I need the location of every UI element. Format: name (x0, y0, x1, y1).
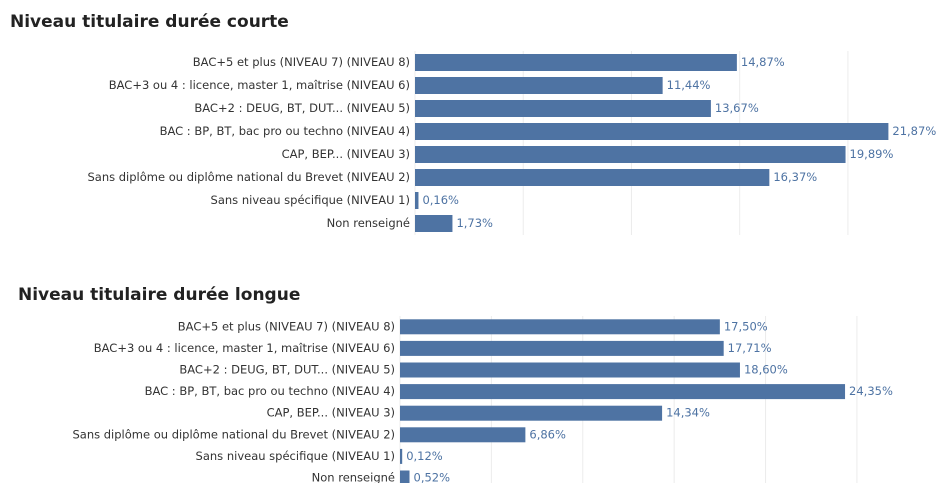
category-label: BAC+5 et plus (NIVEAU 7) (NIVEAU 8) (193, 55, 410, 69)
category-label: Sans niveau spécifique (NIVEAU 1) (196, 449, 395, 463)
value-label: 19,89% (850, 147, 894, 161)
value-label: 17,71% (728, 341, 772, 355)
bar (415, 215, 453, 232)
bar (400, 384, 846, 400)
category-label: BAC+2 : DEUG, BT, DUT... (NIVEAU 5) (194, 101, 410, 115)
bar (415, 54, 737, 71)
bar (400, 405, 663, 421)
bar (400, 448, 403, 464)
value-label: 0,16% (422, 193, 459, 207)
value-label: 1,73% (456, 216, 493, 230)
value-label: 0,52% (414, 471, 451, 483)
bar (400, 319, 720, 335)
bar (400, 340, 724, 356)
category-label: CAP, BEP... (NIVEAU 3) (267, 406, 395, 420)
category-label: BAC+3 ou 4 : licence, master 1, maîtrise… (94, 341, 395, 355)
value-label: 18,60% (744, 363, 788, 377)
bar (415, 146, 846, 163)
category-label: Sans diplôme ou diplôme national du Brev… (87, 170, 410, 184)
value-label: 13,67% (715, 101, 759, 115)
category-label: BAC : BP, BT, bac pro ou techno (NIVEAU … (145, 384, 395, 398)
value-label: 0,12% (406, 449, 443, 463)
bar (415, 100, 711, 117)
bar (400, 470, 410, 483)
value-label: 11,44% (667, 78, 711, 92)
value-label: 14,87% (741, 55, 785, 69)
chart-title: Niveau titulaire durée courte (10, 12, 289, 32)
bar (415, 77, 663, 94)
value-label: 21,87% (892, 124, 936, 138)
value-label: 16,37% (773, 170, 817, 184)
category-label: BAC+5 et plus (NIVEAU 7) (NIVEAU 8) (178, 319, 395, 333)
bar (415, 169, 770, 186)
category-label: Non renseigné (327, 216, 410, 230)
chart-title: Niveau titulaire durée longue (18, 285, 300, 305)
value-label: 17,50% (724, 319, 768, 333)
category-label: Sans diplôme ou diplôme national du Brev… (72, 427, 395, 441)
bar (415, 192, 419, 209)
bar (400, 427, 526, 443)
category-label: Sans niveau spécifique (NIVEAU 1) (211, 193, 410, 207)
category-label: Non renseigné (312, 471, 395, 483)
value-label: 24,35% (849, 384, 893, 398)
category-label: BAC+2 : DEUG, BT, DUT... (NIVEAU 5) (179, 363, 395, 377)
value-label: 6,86% (529, 427, 566, 441)
value-label: 14,34% (666, 406, 710, 420)
category-label: BAC+3 ou 4 : licence, master 1, maîtrise… (109, 78, 410, 92)
bar (415, 123, 889, 140)
bar (400, 362, 740, 378)
category-label: BAC : BP, BT, bac pro ou techno (NIVEAU … (160, 124, 410, 138)
category-label: CAP, BEP... (NIVEAU 3) (282, 147, 410, 161)
